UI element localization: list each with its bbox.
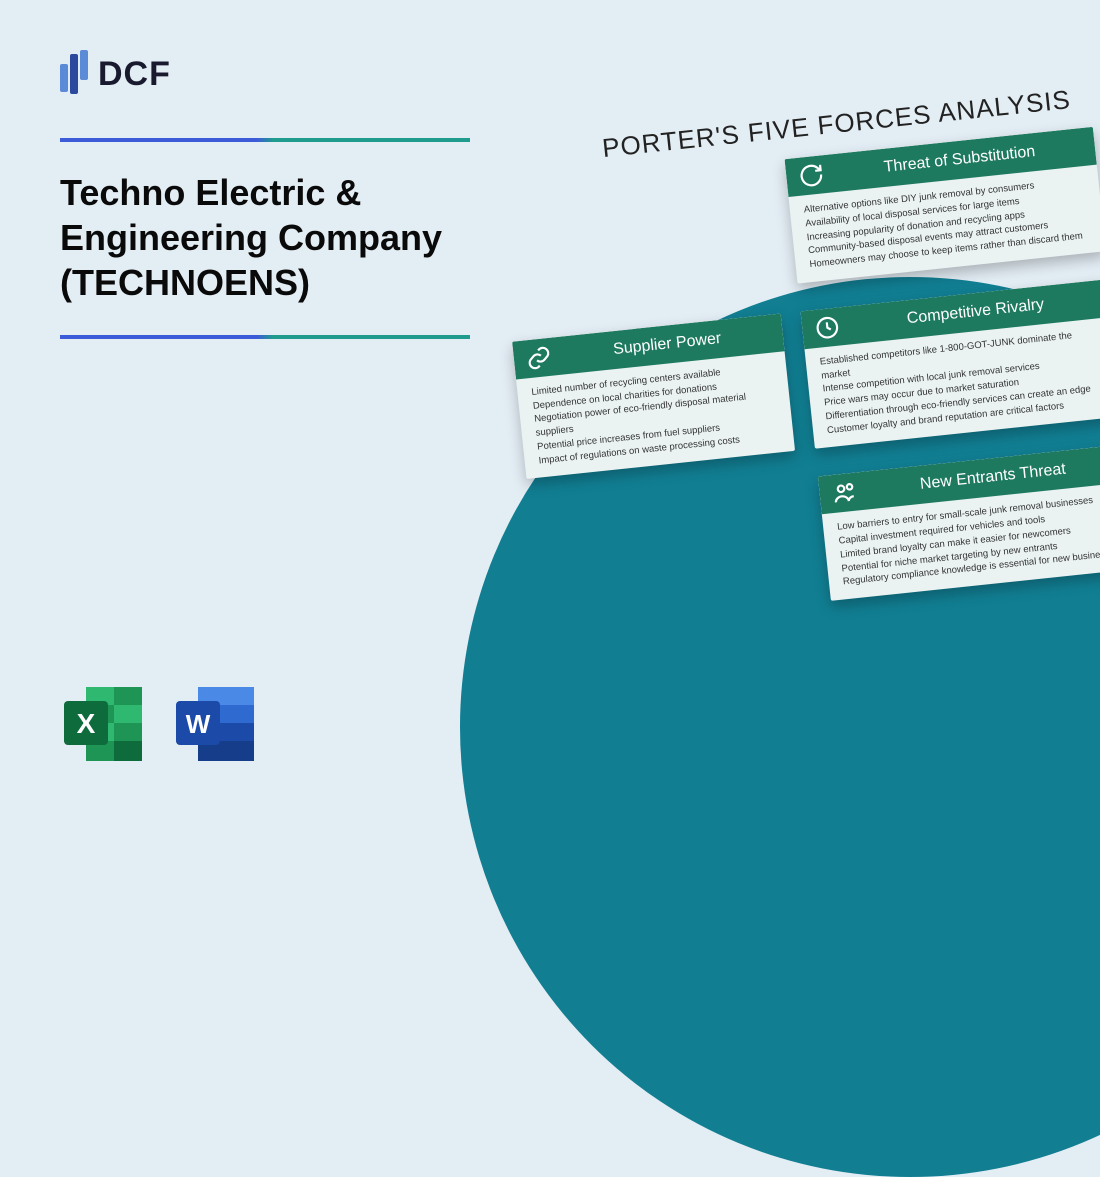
svg-text:W: W	[186, 709, 211, 739]
force-card-supplier: Supplier Power Limited number of recycli…	[512, 313, 795, 479]
excel-icon: X	[60, 681, 146, 767]
left-panel: DCF Techno Electric & Engineering Compan…	[60, 50, 480, 367]
link-icon	[525, 344, 554, 373]
page-title: Techno Electric & Engineering Company (T…	[60, 170, 480, 305]
logo-mark-icon	[60, 50, 88, 98]
force-card-entrants: New Entrants Threat Low barriers to entr…	[818, 445, 1100, 602]
logo: DCF	[60, 50, 480, 98]
word-icon: W	[172, 681, 258, 767]
force-card-rivalry: Competitive Rivalry Established competit…	[800, 279, 1100, 449]
five-forces-diagram: PORTER'S FIVE FORCES ANALYSIS Supplier P…	[491, 80, 1100, 662]
divider-top	[60, 138, 470, 142]
app-icons: X W	[60, 681, 258, 767]
refresh-icon	[797, 161, 826, 190]
logo-text: DCF	[98, 55, 171, 94]
svg-text:X: X	[77, 708, 96, 739]
users-icon	[830, 479, 859, 508]
force-card-substitution: Threat of Substitution Alternative optio…	[785, 127, 1100, 284]
clock-icon	[813, 313, 842, 342]
divider-bottom	[60, 335, 470, 339]
